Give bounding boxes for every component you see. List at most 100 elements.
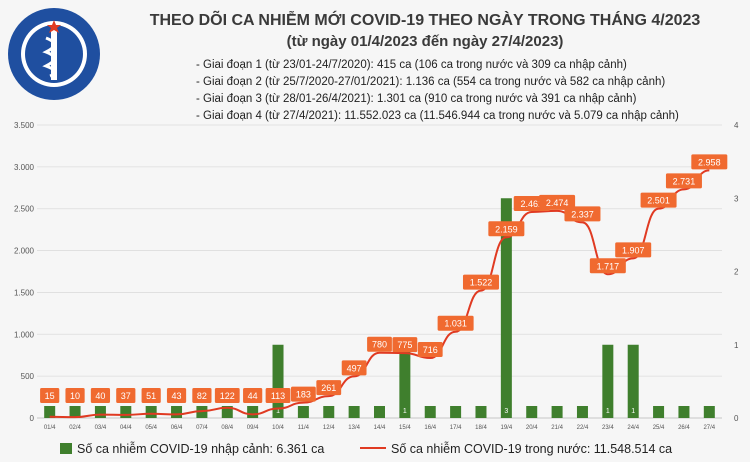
line-data-label: 1.907 [622,245,645,255]
line-data-label-box [640,192,677,208]
line-data-label: 1.522 [470,278,493,288]
x-tick-label: 22/4 [577,425,589,431]
line-data-label-box [116,388,136,403]
y-left-tick-label: 500 [21,372,35,381]
line-data-label-box [65,388,85,403]
line-data-label-box [341,360,367,376]
y-left-tick-label: 2.500 [14,205,35,214]
bar [120,406,132,418]
bar [44,406,56,418]
line-data-label: 44 [248,391,258,401]
line-data-label: 497 [347,363,362,373]
line-data-label: 2.461 [520,199,543,209]
legend-label-line: Số ca nhiễm COVID-19 trong nước: 11.548.… [391,442,673,456]
bar [551,406,563,418]
line-data-label-box [462,274,499,290]
x-tick-label: 08/4 [221,425,233,431]
bar [475,406,487,418]
x-tick-label: 20/4 [526,425,538,431]
phase-summary-item: - Giai đoạn 3 (từ 28/01-26/4/2021): 1.30… [196,93,637,105]
y-left-tick-label: 3.500 [14,121,35,130]
legend-swatch-bar [60,443,72,454]
line-data-label: 2.501 [647,196,670,206]
chart-title: THEO DÕI CA NHIỄM MỚI COVID-19 THEO NGÀY… [149,12,701,29]
line-data-label: 40 [95,391,105,401]
x-tick-label: 09/4 [247,425,259,431]
bar [653,406,665,418]
x-tick-label: 19/4 [501,425,513,431]
bar-data-label: 1 [276,408,280,415]
x-tick-label: 02/4 [69,425,81,431]
line-data-label-box [488,221,525,237]
line-data-label-box [589,258,626,274]
line-data-label: 10 [70,391,80,401]
ministry-of-health-logo [8,8,100,100]
line-data-label-box [392,337,418,353]
bar-data-label: 1 [403,408,407,415]
line-data-label-box [40,388,60,403]
y-right-tick-label: 4 [734,121,739,130]
x-tick-label: 13/4 [348,425,360,431]
x-tick-label: 04/4 [120,425,132,431]
x-tick-label: 11/4 [298,425,310,431]
x-tick-label: 10/4 [272,425,284,431]
line-data-label-box [417,342,443,358]
line-data-label: 43 [172,391,182,401]
legend-item-line: Số ca nhiễm COVID-19 trong nước: 11.548.… [360,442,672,456]
phase-summary-item: - Giai đoạn 4 (từ 27/4/2021): 11.552.023… [196,110,679,122]
x-tick-label: 27/4 [703,425,715,431]
bar [374,406,385,418]
line-data-label-box [615,242,652,258]
line-data-label-box [539,194,576,210]
bar [221,406,233,418]
bar [323,406,335,418]
legend-swatch-line [360,447,386,449]
line-data-label: 780 [372,340,387,350]
line-data-label-box [316,380,342,396]
line-data-label: 37 [121,391,131,401]
line-data-label: 113 [271,391,285,401]
x-tick-label: 23/4 [602,425,614,431]
line-data-label: 15 [45,391,55,401]
bar [69,406,81,418]
line-data-label-box [290,386,316,402]
x-tick-label: 06/4 [171,425,183,431]
bar-data-label: 1 [631,408,635,415]
line-data-label-box [564,206,601,222]
bar-data-label: 3 [504,408,508,415]
bar [450,406,462,418]
line-data-label: 2.958 [698,157,721,167]
line-data-label-box [141,388,161,403]
line-data-label-box [265,388,291,403]
x-tick-label: 24/4 [627,425,639,431]
x-tick-label: 15/4 [399,425,411,431]
phase-summary-list: - Giai đoạn 1 (từ 23/01-24/7/2020): 415 … [196,57,736,125]
y-left-tick-label: 1.500 [14,288,35,297]
y-left-tick-label: 3.000 [14,163,35,172]
bar [424,406,436,418]
y-right-tick-label: 1 [734,341,739,350]
line-data-label-box [437,315,474,331]
bar [526,406,538,418]
y-left-tick-label: 2.000 [14,247,35,256]
bar [348,406,360,418]
x-tick-label: 26/4 [678,425,690,431]
x-tick-label: 01/4 [44,425,56,431]
y-right-tick-label: 3 [734,194,739,203]
line-data-label-box [367,336,392,352]
bar [500,198,512,418]
bar [576,406,588,418]
x-tick-label: 12/4 [323,425,335,431]
legend-item-bar: Số ca nhiễm COVID-19 nhập cảnh: 6.361 ca [60,442,324,456]
line-data-label: 775 [397,340,412,350]
line-data-label: 2.159 [495,224,518,234]
y-left-tick-label: 0 [30,414,35,423]
line-data-label-box [243,388,263,403]
line-data-label: 716 [423,345,438,355]
x-tick-label: 14/4 [374,425,386,431]
line-data-label: 1.717 [597,261,620,271]
y-left-tick-label: 1.000 [14,330,35,339]
line-data-label: 2.337 [571,209,594,219]
y-right-tick-label: 0 [734,414,739,423]
